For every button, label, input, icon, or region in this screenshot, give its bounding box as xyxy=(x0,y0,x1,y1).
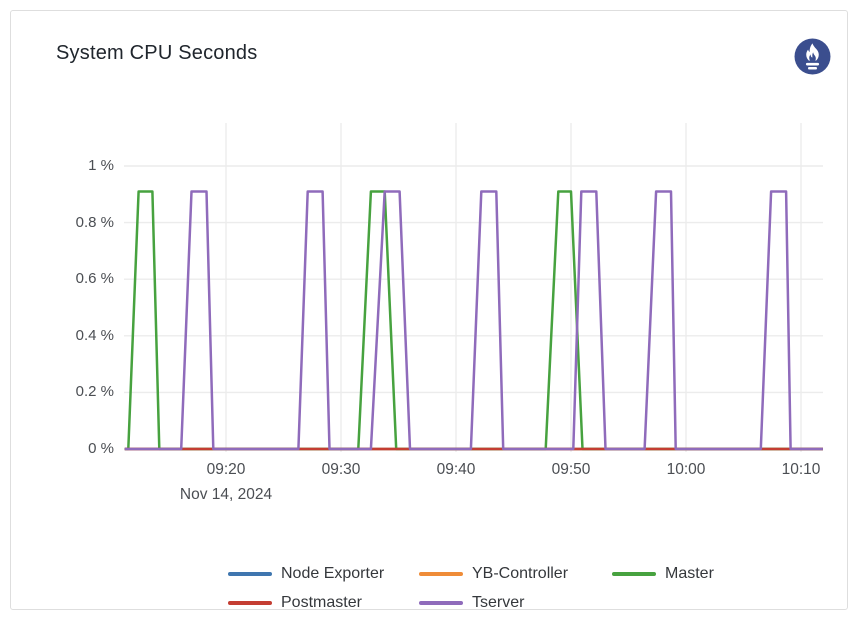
chart-legend: Node Exporter YB-Controller Master Postmast… xyxy=(228,563,714,614)
legend-label: Tserver xyxy=(472,594,525,611)
series-lines xyxy=(124,190,823,451)
yb-controller-color-swatch xyxy=(419,572,463,576)
legend-label: Master xyxy=(665,565,714,582)
legend-label: YB-Controller xyxy=(472,565,569,582)
legend-item-yb-controller[interactable]: YB-Controller xyxy=(419,563,612,585)
prometheus-logo-svg xyxy=(794,38,831,75)
series-line-master xyxy=(124,190,823,451)
postmaster-color-swatch xyxy=(228,601,272,605)
prometheus-logo-icon[interactable] xyxy=(794,38,831,75)
legend-item-postmaster[interactable]: Postmaster xyxy=(228,592,419,614)
tserver-color-swatch xyxy=(419,601,463,605)
master-color-swatch xyxy=(612,572,656,576)
legend-item-master[interactable]: Master xyxy=(612,563,714,585)
legend-label: Node Exporter xyxy=(281,565,385,582)
legend-label: Postmaster xyxy=(281,594,362,611)
cpu-seconds-chart[interactable] xyxy=(11,11,860,635)
page-title: System CPU Seconds xyxy=(56,42,258,64)
chart-region: 0 % 0.2 % 0.4 % 0.6 % 0.8 % 1 % 09:20 09:30 09:… xyxy=(11,11,860,635)
series-line-tserver xyxy=(124,190,823,451)
legend-item-node-exporter[interactable]: Node Exporter xyxy=(228,563,419,585)
node-exporter-color-swatch xyxy=(228,572,272,576)
legend-item-tserver[interactable]: Tserver xyxy=(419,592,612,614)
metric-panel: System CPU Seconds 0 % 0.2 % 0.4 % 0.6 % 0.8… xyxy=(10,10,848,611)
